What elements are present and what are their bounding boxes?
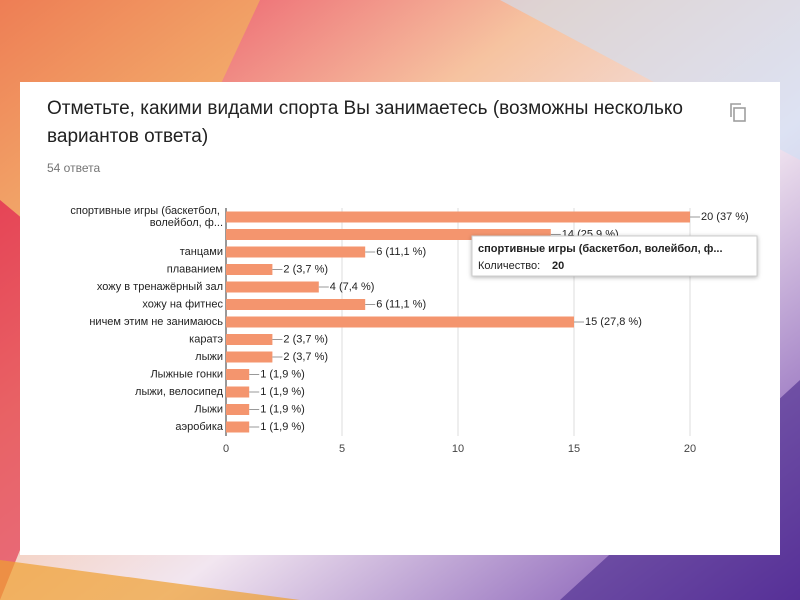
x-tick-label: 15 [568, 443, 580, 455]
x-tick-label: 5 [339, 443, 345, 455]
y-tick-label: Лыжные гонки [150, 368, 223, 380]
data-label: 2 (3,7 %) [283, 351, 328, 363]
y-tick-label: хожу на фитнес [142, 298, 223, 310]
data-label: 1 (1,9 %) [260, 421, 305, 433]
bar [226, 351, 273, 363]
bar [226, 246, 366, 258]
bar [226, 369, 250, 380]
tooltip: спортивные игры (баскетбол, волейбол, ф.… [471, 235, 758, 277]
x-tick-label: 20 [684, 443, 696, 455]
y-tick-label: танцами [180, 246, 223, 258]
data-label: 4 (7,4 %) [330, 281, 375, 293]
bar [226, 334, 273, 345]
bar [226, 281, 319, 293]
data-label: 6 (11,1 %) [376, 298, 426, 310]
bar [226, 299, 366, 310]
data-label: 6 (11,1 %) [376, 246, 426, 258]
bg-shape [0, 560, 300, 600]
y-tick-label: лыжи [195, 351, 223, 363]
y-tick-label: Лыжи [194, 403, 223, 415]
copy-icon[interactable] [730, 103, 746, 122]
data-label: 15 (27,8 %) [585, 316, 642, 328]
x-tick-label: 10 [452, 443, 464, 455]
bar [226, 421, 250, 433]
y-tick-label: плаванием [167, 263, 223, 275]
data-label: 2 (3,7 %) [283, 263, 328, 275]
subtitle: 54 ответа [47, 161, 100, 175]
tooltip-label: Количество: [478, 260, 540, 272]
data-label: 20 (37 %) [701, 211, 749, 223]
bar [226, 386, 250, 398]
bar [226, 264, 273, 275]
data-label: 2 (3,7 %) [283, 333, 328, 345]
y-tick-label: каратэ [189, 333, 223, 345]
tooltip-value: 20 [552, 260, 564, 272]
bar [226, 404, 250, 415]
bar [226, 211, 690, 223]
data-label: 1 (1,9 %) [260, 368, 305, 380]
x-tick-label: 0 [223, 443, 229, 455]
data-label: 1 (1,9 %) [260, 386, 305, 398]
y-tick-label: ничем этим не занимаюсь [89, 316, 223, 328]
y-tick-label: аэробика [175, 421, 223, 433]
tooltip-title: спортивные игры (баскетбол, волейбол, ф.… [478, 243, 723, 255]
y-tick-label: лыжи, велосипед [135, 386, 224, 398]
data-label: 1 (1,9 %) [260, 403, 305, 415]
y-tick-label: хожу в тренажёрный зал [97, 281, 223, 293]
chart-title: Отметьте, какими видами спорта Вы занима… [47, 98, 688, 147]
y-tick-label: спортивные игры (баскетбол, волейбол, ф.… [70, 205, 223, 229]
bar [226, 229, 551, 240]
tooltip-box [471, 235, 758, 277]
bar [226, 316, 574, 328]
